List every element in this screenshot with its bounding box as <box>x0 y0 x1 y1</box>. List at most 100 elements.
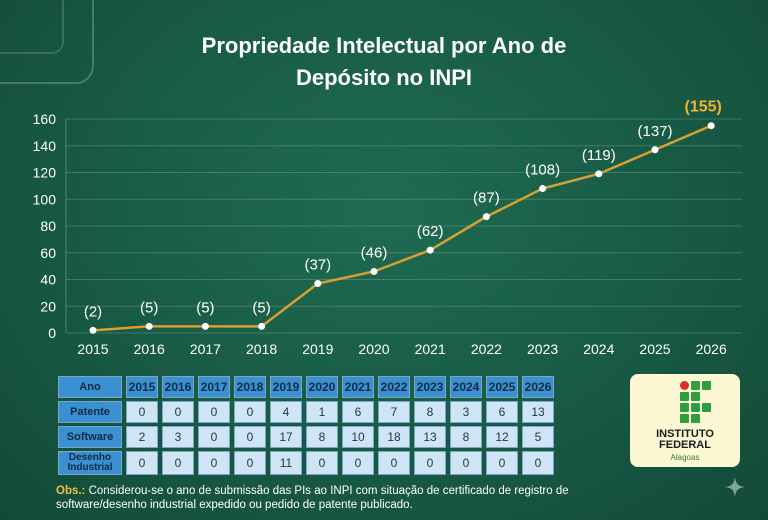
table-value-cell: 1 <box>306 401 338 423</box>
series-line <box>92 124 712 332</box>
x-tick-label: 2017 <box>190 341 221 357</box>
table-value-cell: 0 <box>198 426 230 448</box>
table-header-row: Ano 2015 2016 2017 2018 2019 2020 2021 2022 2023 2… <box>58 376 554 398</box>
logo-green-square <box>691 414 700 423</box>
data-label: (5) <box>196 299 214 316</box>
x-tick-label: 2021 <box>415 341 446 357</box>
table-value-cell: 0 <box>414 451 446 475</box>
logo-green-square <box>691 392 700 401</box>
table-value-cell: 4 <box>270 401 302 423</box>
table-value-cell: 0 <box>198 451 230 475</box>
table-value-cell: 13 <box>522 401 554 423</box>
logo-green-square <box>691 381 700 390</box>
table-header-label: Ano <box>58 376 122 398</box>
table-value-cell: 0 <box>126 401 158 423</box>
table-row-label: Software <box>58 426 122 448</box>
logo-green-square <box>702 403 711 412</box>
table-value-cell: 6 <box>486 401 518 423</box>
data-label: (5) <box>252 299 270 316</box>
table-value-cell: 0 <box>162 451 194 475</box>
table-year-cell: 2022 <box>378 376 410 398</box>
table-year-cell: 2019 <box>270 376 302 398</box>
data-point <box>539 185 547 193</box>
x-tick-label: 2020 <box>358 341 389 357</box>
y-tick-label: 40 <box>40 272 56 288</box>
table-value-cell: 7 <box>378 401 410 423</box>
logo-green-square <box>691 403 700 412</box>
table-value-cell: 10 <box>342 426 374 448</box>
footnote: Obs.: Considerou-se o ano de submissão d… <box>56 484 636 512</box>
table-value-cell: 13 <box>414 426 446 448</box>
table-value-cell: 0 <box>378 451 410 475</box>
data-point <box>258 322 266 330</box>
logo-line-3: Alagoas <box>670 453 700 462</box>
x-tick-label: 2025 <box>639 341 670 357</box>
x-tick-label: 2026 <box>696 341 727 357</box>
table-value-cell: 0 <box>342 451 374 475</box>
table-year-cell: 2026 <box>522 376 554 398</box>
y-tick-label: 20 <box>40 298 56 314</box>
table-value-cell: 0 <box>198 401 230 423</box>
table-row: Desenho Industrial 0 0 0 0 11 0 0 0 0 0 0 0 <box>58 451 554 475</box>
x-tick-label: 2019 <box>302 341 333 357</box>
data-label: (119) <box>582 147 616 164</box>
table-year-cell: 2025 <box>486 376 518 398</box>
table-value-cell: 0 <box>306 451 338 475</box>
x-tick-label: 2018 <box>246 341 277 357</box>
y-tick-label: 140 <box>33 138 57 154</box>
table-value-cell: 18 <box>378 426 410 448</box>
data-label: (37) <box>304 257 331 274</box>
logo-green-square <box>702 381 711 390</box>
corner-decoration-inner <box>0 0 64 54</box>
table-year-cell: 2018 <box>234 376 266 398</box>
table-row: Software 2 3 0 0 17 8 10 18 13 8 12 5 <box>58 426 554 448</box>
data-table: Ano 2015 2016 2017 2018 2019 2020 2021 2022 2023 2… <box>54 373 558 478</box>
data-point <box>482 213 490 221</box>
data-point <box>707 122 715 130</box>
data-label: (46) <box>361 244 388 261</box>
table-value-cell: 0 <box>234 426 266 448</box>
table-year-cell: 2017 <box>198 376 230 398</box>
logo-red-dot <box>680 381 689 390</box>
corner-decoration <box>0 0 94 84</box>
logo-green-square <box>680 392 689 401</box>
x-tick-label: 2022 <box>471 341 502 357</box>
data-label: (62) <box>417 223 444 240</box>
table-value-cell: 6 <box>342 401 374 423</box>
table-year-cell: 2016 <box>162 376 194 398</box>
data-label: (5) <box>140 299 158 316</box>
table-year-cell: 2020 <box>306 376 338 398</box>
table-value-cell: 8 <box>450 426 482 448</box>
institution-logo: INSTITUTO FEDERAL Alagoas <box>630 374 740 467</box>
table-value-cell: 0 <box>126 451 158 475</box>
data-point <box>370 267 378 275</box>
table-year-cell: 2024 <box>450 376 482 398</box>
y-tick-label: 0 <box>48 325 56 341</box>
table-value-cell: 8 <box>306 426 338 448</box>
table-value-cell: 5 <box>522 426 554 448</box>
line-chart: 0 20 40 60 80 100 120 140 160 2015 2016 2017 2018 201… <box>33 98 727 357</box>
table-value-cell: 17 <box>270 426 302 448</box>
table-value-cell: 0 <box>234 451 266 475</box>
footnote-text: Considerou-se o ano de submissão das PIs… <box>56 485 569 511</box>
data-point <box>314 280 322 288</box>
data-point <box>426 246 434 254</box>
table-value-cell: 0 <box>450 451 482 475</box>
table-row: Patente 0 0 0 0 4 1 6 7 8 3 6 13 <box>58 401 554 423</box>
table-value-cell: 3 <box>450 401 482 423</box>
data-label: (108) <box>525 162 560 179</box>
y-tick-label: 60 <box>40 245 56 261</box>
table-value-cell: 3 <box>162 426 194 448</box>
data-point <box>651 146 659 154</box>
x-tick-label: 2023 <box>527 341 558 357</box>
logo-line-2: FEDERAL <box>659 439 711 451</box>
table-value-cell: 0 <box>522 451 554 475</box>
table-row-label: Patente <box>58 401 122 423</box>
chart-title: Propriedade Intelectual por Ano de Depós… <box>0 30 768 94</box>
y-tick-label: 80 <box>40 218 56 234</box>
table-year-cell: 2023 <box>414 376 446 398</box>
table-value-cell: 0 <box>486 451 518 475</box>
y-tick-label: 160 <box>33 111 57 127</box>
data-point <box>595 170 603 178</box>
data-label: (137) <box>637 123 672 140</box>
